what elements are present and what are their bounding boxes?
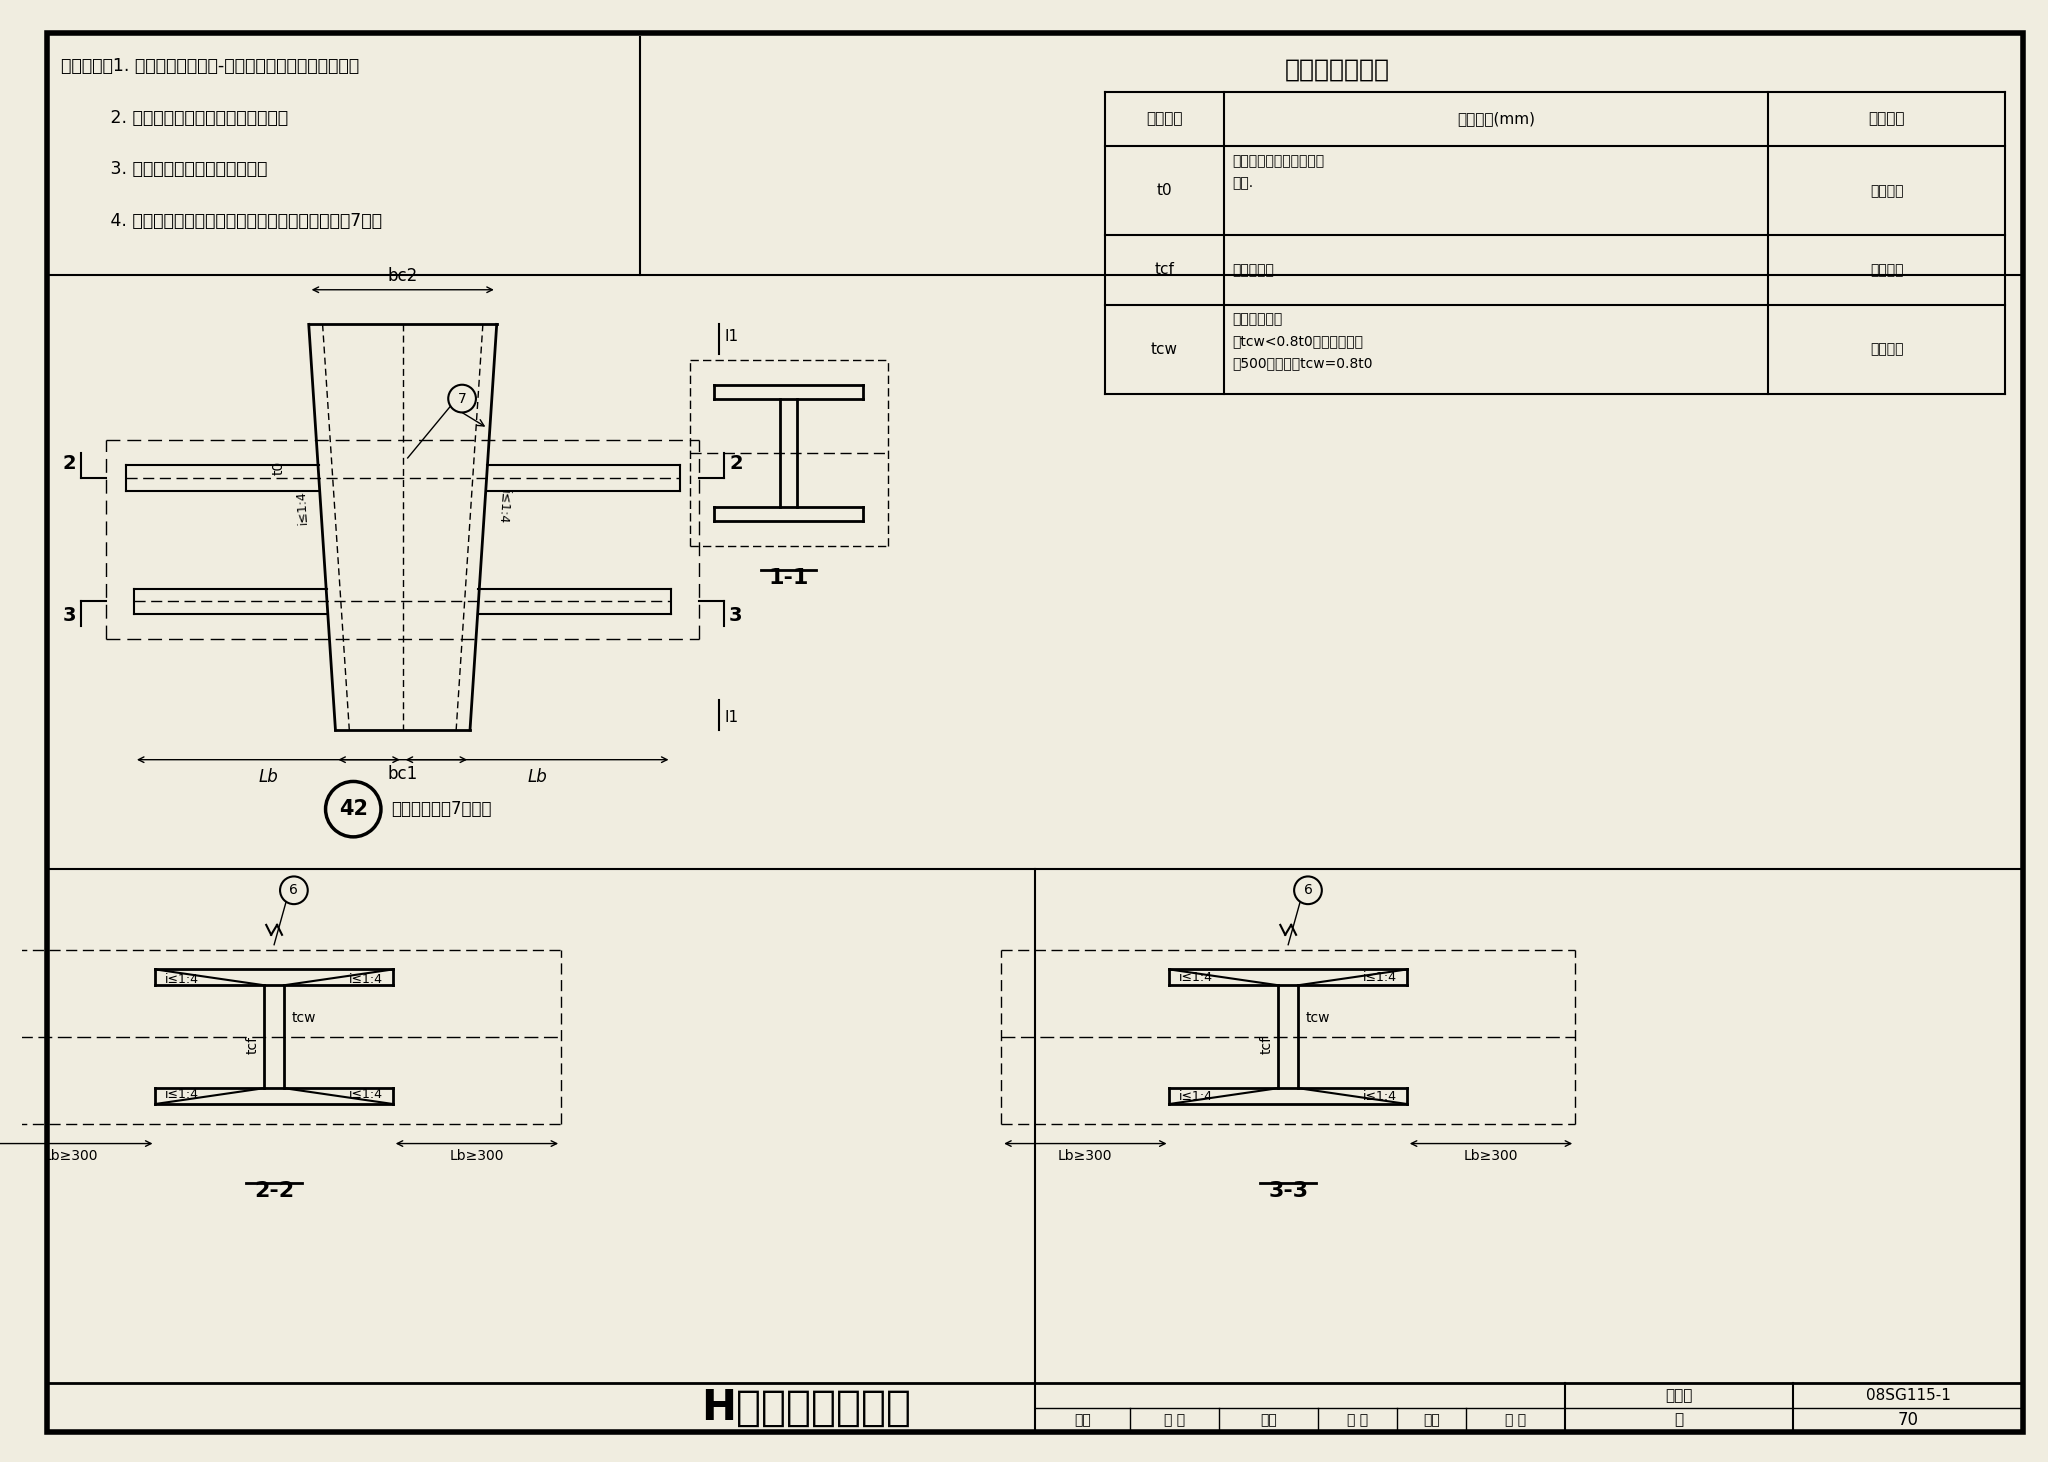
Text: 6: 6 bbox=[1303, 883, 1313, 898]
Text: 3: 3 bbox=[63, 607, 76, 626]
Text: i≤1:4: i≤1:4 bbox=[1180, 1089, 1212, 1102]
Text: 4. 当梁与柱直接连接时，且抗震设防烈度不宜高于7度。: 4. 当梁与柱直接连接时，且抗震设防烈度不宜高于7度。 bbox=[61, 212, 383, 230]
Text: t0: t0 bbox=[272, 461, 287, 475]
Text: Lb≥300: Lb≥300 bbox=[45, 1149, 98, 1164]
Text: 2-2: 2-2 bbox=[254, 1181, 295, 1202]
Text: i≤1:4: i≤1:4 bbox=[496, 490, 510, 525]
Text: 2: 2 bbox=[63, 453, 76, 472]
Text: tcf: tcf bbox=[1260, 1035, 1274, 1054]
Text: 取各方向梁翼缘厚度的最: 取各方向梁翼缘厚度的最 bbox=[1231, 154, 1323, 168]
Text: 未标注焊缝为7号焊缝: 未标注焊缝为7号焊缝 bbox=[391, 800, 492, 819]
Text: 各500范围内取tcw=0.8t0: 各500范围内取tcw=0.8t0 bbox=[1231, 357, 1372, 370]
Text: t0: t0 bbox=[1157, 183, 1171, 199]
Text: I1: I1 bbox=[725, 711, 737, 725]
Text: 适用范围：1. 多高层钢结构、钢-混凝土混合结构中的钢框架；: 适用范围：1. 多高层钢结构、钢-混凝土混合结构中的钢框架； bbox=[61, 57, 360, 75]
Text: Lb≥300: Lb≥300 bbox=[451, 1149, 504, 1164]
Text: tcf: tcf bbox=[246, 1035, 260, 1054]
Text: 与梁相同: 与梁相同 bbox=[1870, 184, 1903, 197]
Text: 图集号: 图集号 bbox=[1665, 1387, 1692, 1404]
Text: Lb≥300: Lb≥300 bbox=[1059, 1149, 1112, 1164]
Text: i≤1:4: i≤1:4 bbox=[1364, 1089, 1397, 1102]
Text: i≤1:4: i≤1:4 bbox=[166, 1088, 199, 1101]
Text: 3: 3 bbox=[729, 607, 743, 626]
Text: 1-1: 1-1 bbox=[768, 567, 809, 588]
Text: 与柱相同: 与柱相同 bbox=[1870, 342, 1903, 357]
Text: 7: 7 bbox=[457, 392, 467, 405]
Text: tcw: tcw bbox=[1307, 1010, 1331, 1025]
Text: 3-3: 3-3 bbox=[1268, 1181, 1309, 1202]
Text: 申 林: 申 林 bbox=[1163, 1414, 1186, 1427]
Text: 3. 梁柱节点宜采用短悬臂连接；: 3. 梁柱节点宜采用短悬臂连接； bbox=[61, 161, 268, 178]
Text: H形柱变截面节点: H形柱变截面节点 bbox=[700, 1387, 911, 1428]
Text: 页: 页 bbox=[1675, 1412, 1683, 1427]
Text: 6: 6 bbox=[289, 883, 299, 898]
Text: 设计: 设计 bbox=[1423, 1414, 1440, 1427]
Text: 大值.: 大值. bbox=[1231, 175, 1253, 190]
Text: i≤1:4: i≤1:4 bbox=[295, 490, 309, 525]
Circle shape bbox=[449, 385, 475, 412]
Text: bc2: bc2 bbox=[387, 266, 418, 285]
Text: 70: 70 bbox=[1898, 1411, 1919, 1428]
Text: Lb: Lb bbox=[526, 768, 547, 785]
Text: tcf: tcf bbox=[1155, 263, 1174, 278]
Circle shape bbox=[281, 876, 307, 904]
Text: i≤1:4: i≤1:4 bbox=[348, 972, 383, 985]
Text: i≤1:4: i≤1:4 bbox=[1180, 971, 1212, 984]
Text: 板厚符号: 板厚符号 bbox=[1147, 111, 1184, 127]
Text: 当tcw<0.8t0时，在梁上下: 当tcw<0.8t0时，在梁上下 bbox=[1231, 335, 1362, 348]
Text: 42: 42 bbox=[338, 800, 369, 819]
Text: tcw: tcw bbox=[1151, 342, 1178, 357]
Text: tcw: tcw bbox=[293, 1010, 317, 1025]
Text: Lb: Lb bbox=[258, 768, 279, 785]
Circle shape bbox=[1294, 876, 1321, 904]
Circle shape bbox=[326, 782, 381, 836]
Text: 节点钢板厚度表: 节点钢板厚度表 bbox=[1286, 57, 1391, 82]
Text: i≤1:4: i≤1:4 bbox=[348, 1088, 383, 1101]
Text: 柱翼缘厚度: 柱翼缘厚度 bbox=[1231, 263, 1274, 276]
Text: 板厚取值(mm): 板厚取值(mm) bbox=[1456, 111, 1534, 127]
Text: I1: I1 bbox=[725, 329, 737, 345]
Text: 2: 2 bbox=[729, 453, 743, 472]
Text: bc1: bc1 bbox=[387, 765, 418, 782]
Text: Lb≥300: Lb≥300 bbox=[1464, 1149, 1518, 1164]
Text: 与柱相同: 与柱相同 bbox=[1870, 263, 1903, 276]
Text: 审核: 审核 bbox=[1073, 1414, 1092, 1427]
Text: 柱腹板厚度：: 柱腹板厚度： bbox=[1231, 313, 1282, 326]
Text: 2. 抗震设防地区及非抗震设防地区；: 2. 抗震设防地区及非抗震设防地区； bbox=[61, 108, 289, 127]
Text: i≤1:4: i≤1:4 bbox=[1364, 971, 1397, 984]
Text: 校对: 校对 bbox=[1260, 1414, 1276, 1427]
Text: 08SG115-1: 08SG115-1 bbox=[1866, 1387, 1950, 1404]
Text: 王 浩: 王 浩 bbox=[1348, 1414, 1368, 1427]
Text: 刘 岩: 刘 岩 bbox=[1505, 1414, 1526, 1427]
Text: 材质要求: 材质要求 bbox=[1868, 111, 1905, 127]
Text: i≤1:4: i≤1:4 bbox=[166, 972, 199, 985]
